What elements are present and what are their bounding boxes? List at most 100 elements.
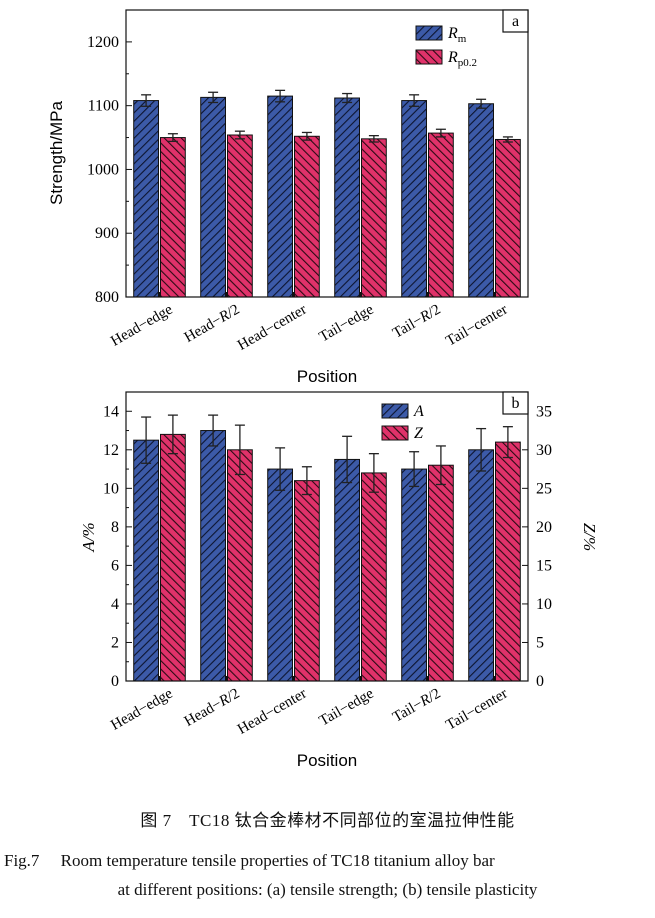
y-tick-label: 8 (111, 519, 119, 536)
error-bar-A-2 (275, 447, 286, 491)
bar-Z-2 (294, 480, 320, 682)
y-tick-label: 10 (103, 480, 119, 497)
bar-A-5 (468, 449, 495, 682)
bar-Rm-5 (468, 103, 495, 298)
panel-label: b (512, 395, 520, 412)
y-axis-label: A/% (79, 522, 98, 552)
panel-label: a (512, 13, 519, 30)
bar-Z-4 (428, 464, 454, 682)
x-tick-label: Tail−center (443, 686, 510, 734)
y-tick-label: 12 (103, 442, 119, 459)
bar-Rm-4 (401, 100, 428, 298)
error-bar-Rm-4 (409, 94, 420, 107)
bar-A-3 (334, 458, 361, 682)
x-tick-label: Head−R/2 (182, 686, 243, 730)
legend-item-Z: Z (381, 425, 424, 442)
legend-label: Rp0.2 (447, 49, 477, 69)
x-tick-label: Head−center (235, 686, 309, 738)
error-bar-Rp0.2-4 (435, 128, 446, 138)
error-bar-Z-5 (502, 426, 513, 459)
y-tick-label: 1100 (88, 98, 119, 115)
y-tick-label: 6 (111, 557, 119, 574)
bar-Rp0.2-3 (361, 138, 387, 298)
legend: AZ (381, 403, 424, 442)
bar-Rm-2 (267, 95, 294, 298)
bar-Rp0.2-5 (495, 138, 521, 298)
bar-A-0 (133, 439, 159, 682)
caption-english-line1: Fig.7 Room temperature tensile propertie… (4, 851, 495, 870)
legend-swatch (381, 403, 409, 419)
bar-Z-5 (495, 441, 521, 682)
bar-Rm-1 (200, 96, 226, 298)
error-bar-Z-3 (368, 453, 379, 493)
error-bar-A-1 (208, 414, 219, 447)
error-bar-Rp0.2-0 (167, 133, 178, 143)
x-tick-label: Tail−center (443, 302, 510, 350)
legend: Rm Rp0.2 (415, 25, 477, 69)
bar-Rp0.2-0 (160, 137, 186, 298)
error-bar-Rp0.2-5 (502, 136, 513, 143)
error-bar-Rp0.2-3 (368, 134, 379, 143)
x-tick-label: Tail−edge (317, 685, 377, 729)
legend-item-A: A (381, 403, 424, 420)
x-tick-label: Head−edge (108, 685, 176, 733)
legend-label: Z (414, 425, 424, 442)
bar-A-1 (200, 430, 226, 682)
plot-frame (125, 391, 529, 682)
error-bar-Rm-2 (275, 89, 286, 103)
y2-tick-label: 20 (536, 519, 552, 536)
legend-swatch (381, 425, 409, 441)
y2-axis-label: Z/% (580, 523, 599, 551)
bar-Rp0.2-2 (294, 135, 320, 298)
y-tick-label: 14 (103, 403, 119, 420)
x-tick-label: Tail−R/2 (390, 686, 443, 726)
bar-A-2 (267, 468, 294, 682)
y2-tick-label: 35 (536, 403, 552, 420)
y2-tick-label: 10 (536, 596, 552, 613)
error-bar-A-5 (476, 427, 487, 472)
x-tick-label: Tail−R/2 (390, 302, 443, 342)
error-bar-A-0 (141, 416, 152, 464)
y-tick-label: 900 (95, 225, 119, 242)
bar-A-4 (401, 468, 428, 682)
error-bar-Z-4 (435, 445, 446, 486)
x-tick-label: Tail−edge (317, 301, 377, 345)
error-bar-Z-0 (167, 414, 178, 455)
y2-tick-label: 25 (536, 480, 552, 497)
error-bar-Rm-5 (476, 98, 487, 109)
legend-label: Rm (447, 25, 467, 45)
x-tick-label: Head−R/2 (182, 302, 243, 346)
caption-english-line2: at different positions: (a) tensile stre… (117, 880, 538, 899)
bar-Z-3 (361, 472, 387, 682)
error-bar-Z-1 (234, 424, 245, 476)
bar-Rm-3 (334, 97, 361, 298)
y2-tick-label: 5 (536, 634, 544, 651)
legend-item-Rm: Rm (415, 25, 467, 45)
y-tick-label: 1200 (87, 34, 119, 51)
error-bar-A-4 (409, 451, 420, 488)
y-tick-label: 0 (111, 673, 119, 690)
bar-Z-1 (227, 449, 253, 682)
y-tick-label: 4 (111, 596, 119, 613)
error-bar-Rp0.2-2 (301, 131, 312, 141)
bar-Rp0.2-4 (428, 132, 454, 298)
panel-label-box: b (502, 391, 529, 415)
x-tick-label: Head−center (235, 302, 309, 354)
bar-Z-0 (160, 433, 186, 682)
legend-swatch (415, 49, 443, 65)
y-tick-label: 2 (111, 634, 119, 651)
x-tick-label: Head−edge (108, 301, 176, 349)
error-bar-Rp0.2-1 (234, 130, 245, 140)
y-tick-label: 1000 (87, 161, 119, 178)
bar-Rp0.2-1 (227, 134, 253, 298)
legend-label: A (413, 403, 424, 420)
error-bar-Rm-0 (141, 94, 152, 107)
bar-Rm-0 (133, 100, 159, 298)
y2-tick-label: 0 (536, 673, 544, 690)
y-axis-label: Strength/MPa (47, 100, 66, 204)
error-bar-Z-2 (301, 466, 312, 496)
caption-chinese: 图 7 TC18 钛合金棒材不同部位的室温拉伸性能 (140, 811, 515, 830)
